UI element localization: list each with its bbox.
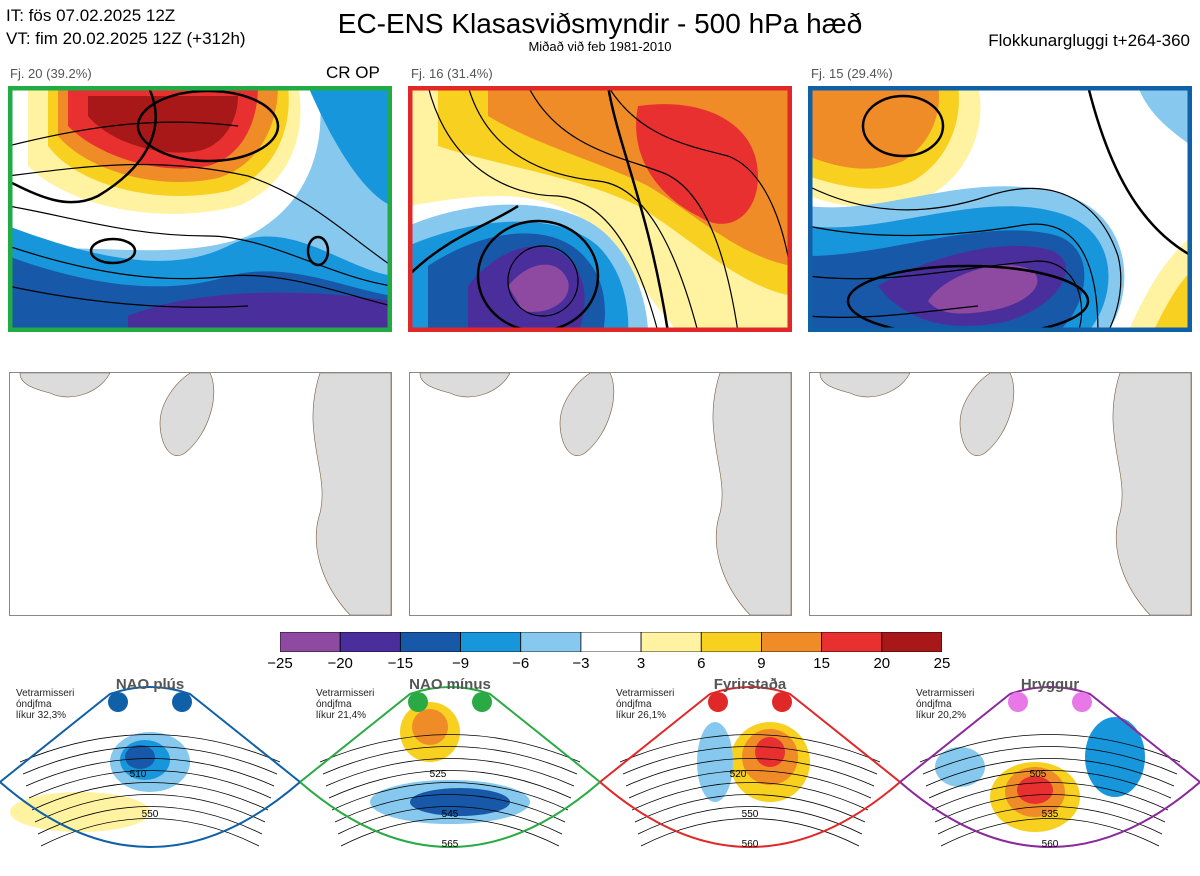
colorbar-segment	[460, 631, 522, 653]
colorbar-tick-label: 20	[873, 655, 891, 672]
regime-info: Vetrarmisseri óndjfma líkur 32,3%	[16, 688, 74, 721]
valid-time: VT: fim 20.02.2025 12Z (+312h)	[6, 29, 246, 48]
regime-contour-label: 545	[442, 809, 459, 820]
panel-1-label: Fj. 20 (39.2%)	[10, 66, 92, 81]
colorbar-tick-label: −9	[451, 655, 470, 672]
regime-probability-text: líkur 26,1%	[616, 710, 667, 721]
regime-contour-label: 565	[442, 839, 459, 850]
colorbar-tick-label: 6	[697, 655, 706, 672]
regime-info: Vetrarmisseri óndjfma líkur 20,2%	[916, 688, 974, 721]
header-info: IT: fös 07.02.2025 12Z VT: fim 20.02.202…	[6, 4, 246, 50]
colorbar-tick-label: 9	[757, 655, 766, 672]
spaghetti-map-2	[409, 372, 792, 616]
colorbar	[279, 631, 943, 653]
regime-panel: 525 545 565 NAO mínus Vetrarmisseri óndjfma lí…	[298, 672, 602, 871]
colorbar-segment	[339, 631, 401, 653]
colorbar-tick-label: −25	[267, 655, 293, 672]
colorbar-segment	[881, 631, 943, 653]
spaghetti-map-3	[809, 372, 1192, 616]
colorbar-segment	[399, 631, 461, 653]
colorbar-tick-label: −15	[387, 655, 414, 672]
regime-probability-text: Vetrarmisseri	[616, 688, 675, 699]
regime-title: Fyrirstaða	[713, 676, 787, 693]
regime-contour-label: 550	[142, 809, 159, 820]
regime-probability-text: Vetrarmisseri	[316, 688, 375, 699]
colorbar-tick-label: 25	[933, 655, 951, 672]
panel-2-label: Fj. 16 (31.4%)	[411, 66, 493, 81]
cluster-map-2	[408, 86, 792, 332]
regime-info: Vetrarmisseri óndjfma líkur 21,4%	[316, 688, 374, 721]
regime-panels: 510 550 NAO plús Vetrarmisseri óndjfma líkur …	[0, 672, 1200, 871]
regime-marker	[708, 692, 728, 712]
regime-marker	[772, 692, 792, 712]
regime-probability-text: Vetrarmisseri	[16, 688, 75, 699]
regime-contour-label: 550	[742, 809, 759, 820]
regime-probability-text: líkur 20,2%	[916, 710, 967, 721]
colorbar-tick-label: 15	[813, 655, 830, 672]
colorbar-tick-label: 3	[636, 655, 646, 672]
regime-contour-label: 560	[742, 839, 759, 850]
colorbar-segment	[520, 631, 582, 653]
classification-window: Flokkunargluggi t+264-360	[988, 31, 1190, 50]
regime-probability-text: óndjfma	[616, 699, 652, 710]
regime-marker	[408, 692, 428, 712]
page-subtitle: Miðað við feb 1981-2010	[528, 39, 672, 54]
regime-title: NAO plús	[115, 676, 185, 693]
colorbar-segment	[279, 631, 341, 653]
regime-marker	[1072, 692, 1092, 712]
colorbar-segment	[640, 631, 702, 653]
regime-probability-text: óndjfma	[316, 699, 352, 710]
page-title: EC-ENS Klasasviðsmyndir - 500 hPa hæð	[337, 8, 863, 39]
regime-contour-label: 525	[430, 769, 447, 780]
regime-title: NAO mínus	[409, 676, 491, 693]
regime-probability-text: Vetrarmisseri	[916, 688, 975, 699]
cluster-map-3	[808, 86, 1192, 332]
colorbar-segment	[700, 631, 762, 653]
regime-title: Hryggur	[1020, 676, 1080, 693]
regime-info: Vetrarmisseri óndjfma líkur 26,1%	[616, 688, 674, 721]
regime-contour-label: 505	[1030, 769, 1047, 780]
regime-panel: 510 550 NAO plús Vetrarmisseri óndjfma líkur …	[0, 672, 302, 871]
colorbar-tick-label: −20	[327, 655, 353, 672]
colorbar-tick-label: −3	[572, 655, 590, 672]
regime-probability-text: óndjfma	[16, 699, 52, 710]
regime-probability-text: óndjfma	[916, 699, 952, 710]
colorbar-segment	[580, 631, 642, 653]
regime-contour-label: 520	[730, 769, 747, 780]
spaghetti-map-1	[9, 372, 392, 616]
regime-probability-text: líkur 32,3%	[16, 710, 67, 721]
regime-marker	[1008, 692, 1028, 712]
panel-1-extra: CR OP	[326, 63, 380, 82]
regime-marker	[172, 692, 192, 712]
regime-marker	[108, 692, 128, 712]
regime-contour-label: 510	[130, 769, 147, 780]
regime-contour-label: 535	[1042, 809, 1059, 820]
regime-contour-label: 560	[1042, 839, 1059, 850]
regime-panel: 520 550 560 Fyrirstaða Vetrarmisseri óndjfma l…	[598, 672, 902, 871]
panel-3-label: Fj. 15 (29.4%)	[811, 66, 893, 81]
colorbar-segment	[761, 631, 823, 653]
cluster-map-1	[8, 86, 392, 332]
regime-marker	[472, 692, 492, 712]
colorbar-segment	[821, 631, 883, 653]
colorbar-ticks: −25 −20 −15 −9 −6 −3 3 6 9 15 20 25	[267, 655, 950, 675]
initial-time: IT: fös 07.02.2025 12Z	[6, 6, 176, 25]
regime-probability-text: líkur 21,4%	[316, 710, 367, 721]
regime-panel: 505 535 560 Hryggur Vetrarmisseri óndjfma líku…	[898, 672, 1200, 871]
colorbar-tick-label: −6	[512, 655, 530, 672]
